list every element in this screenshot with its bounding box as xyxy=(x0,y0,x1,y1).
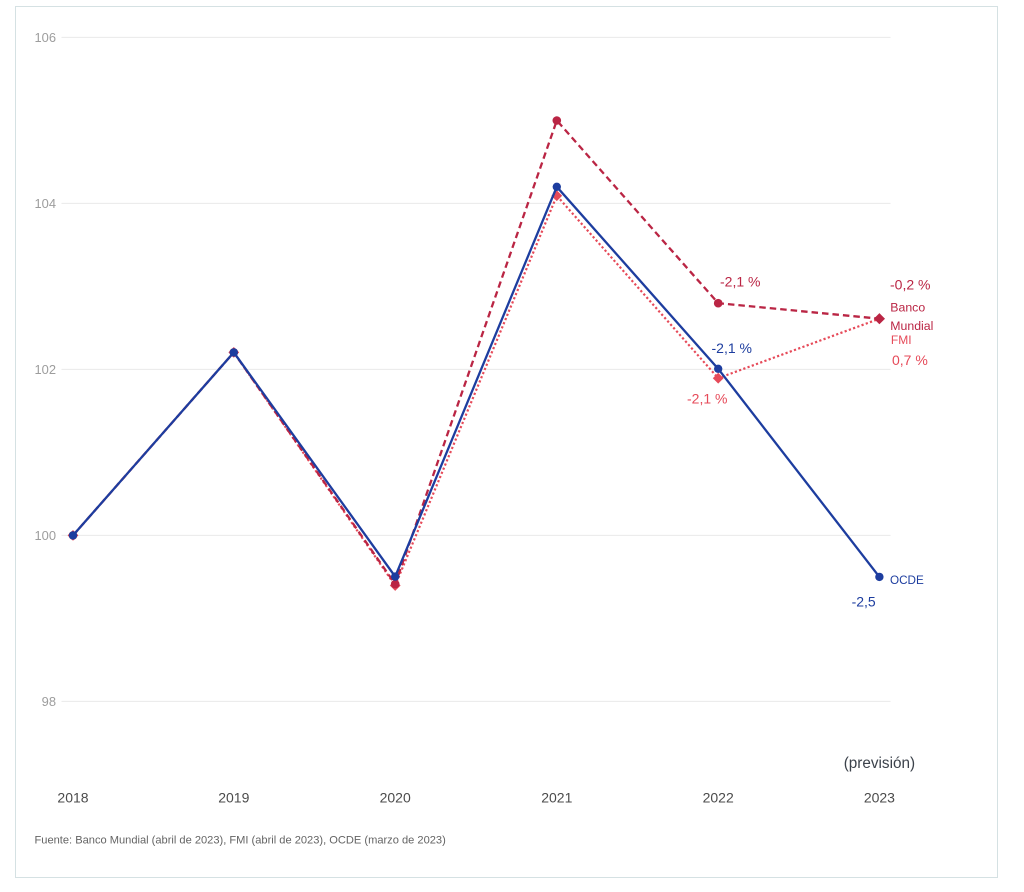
svg-text:-0,2 %: -0,2 % xyxy=(890,277,930,293)
svg-text:2023: 2023 xyxy=(864,790,895,806)
svg-text:-2,5: -2,5 xyxy=(852,594,876,610)
svg-text:Mundial: Mundial xyxy=(890,319,933,333)
svg-text:104: 104 xyxy=(34,196,56,211)
svg-text:2019: 2019 xyxy=(218,790,249,806)
svg-text:Banco: Banco xyxy=(890,300,925,314)
svg-text:FMI: FMI xyxy=(891,333,912,347)
svg-text:98: 98 xyxy=(42,694,56,709)
svg-text:OCDE: OCDE xyxy=(890,574,924,587)
svg-text:2018: 2018 xyxy=(57,790,88,806)
svg-text:-2,1 %: -2,1 % xyxy=(720,273,760,289)
svg-text:(previsión): (previsión) xyxy=(844,755,915,772)
svg-text:2021: 2021 xyxy=(541,790,572,806)
svg-text:2020: 2020 xyxy=(380,790,411,806)
svg-text:2022: 2022 xyxy=(703,790,734,806)
svg-text:102: 102 xyxy=(34,362,56,377)
svg-text:-2,1 %: -2,1 % xyxy=(687,391,727,407)
svg-text:0,7 %: 0,7 % xyxy=(892,352,928,368)
svg-text:100: 100 xyxy=(34,528,56,543)
svg-text:-2,1 %: -2,1 % xyxy=(712,340,752,356)
svg-text:106: 106 xyxy=(34,30,56,45)
svg-text:Fuente: Banco Mundial (abril d: Fuente: Banco Mundial (abril de 2023), F… xyxy=(35,834,446,846)
